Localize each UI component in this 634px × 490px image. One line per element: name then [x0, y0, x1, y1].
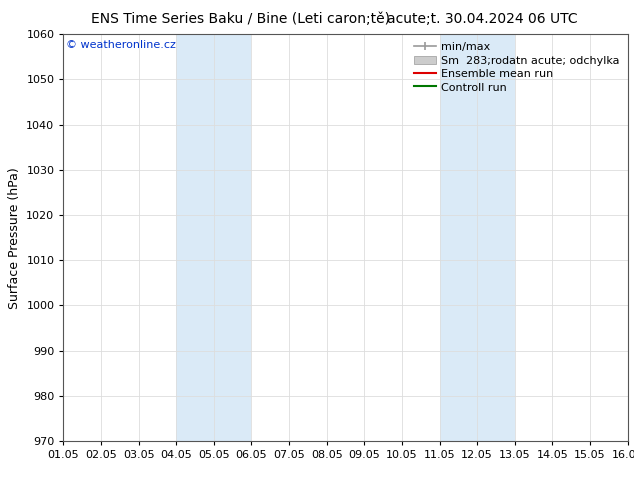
Bar — [439, 34, 515, 441]
Text: ENS Time Series Baku / Bine (Leti caron;tě): ENS Time Series Baku / Bine (Leti caron;… — [91, 12, 391, 26]
Legend: min/max, Sm  283;rodatn acute; odchylka, Ensemble mean run, Controll run: min/max, Sm 283;rodatn acute; odchylka, … — [409, 38, 624, 97]
Text: © weatheronline.cz: © weatheronline.cz — [66, 40, 176, 50]
Bar — [176, 34, 252, 441]
Y-axis label: Surface Pressure (hPa): Surface Pressure (hPa) — [8, 167, 21, 309]
Text: acute;t. 30.04.2024 06 UTC: acute;t. 30.04.2024 06 UTC — [387, 12, 577, 26]
